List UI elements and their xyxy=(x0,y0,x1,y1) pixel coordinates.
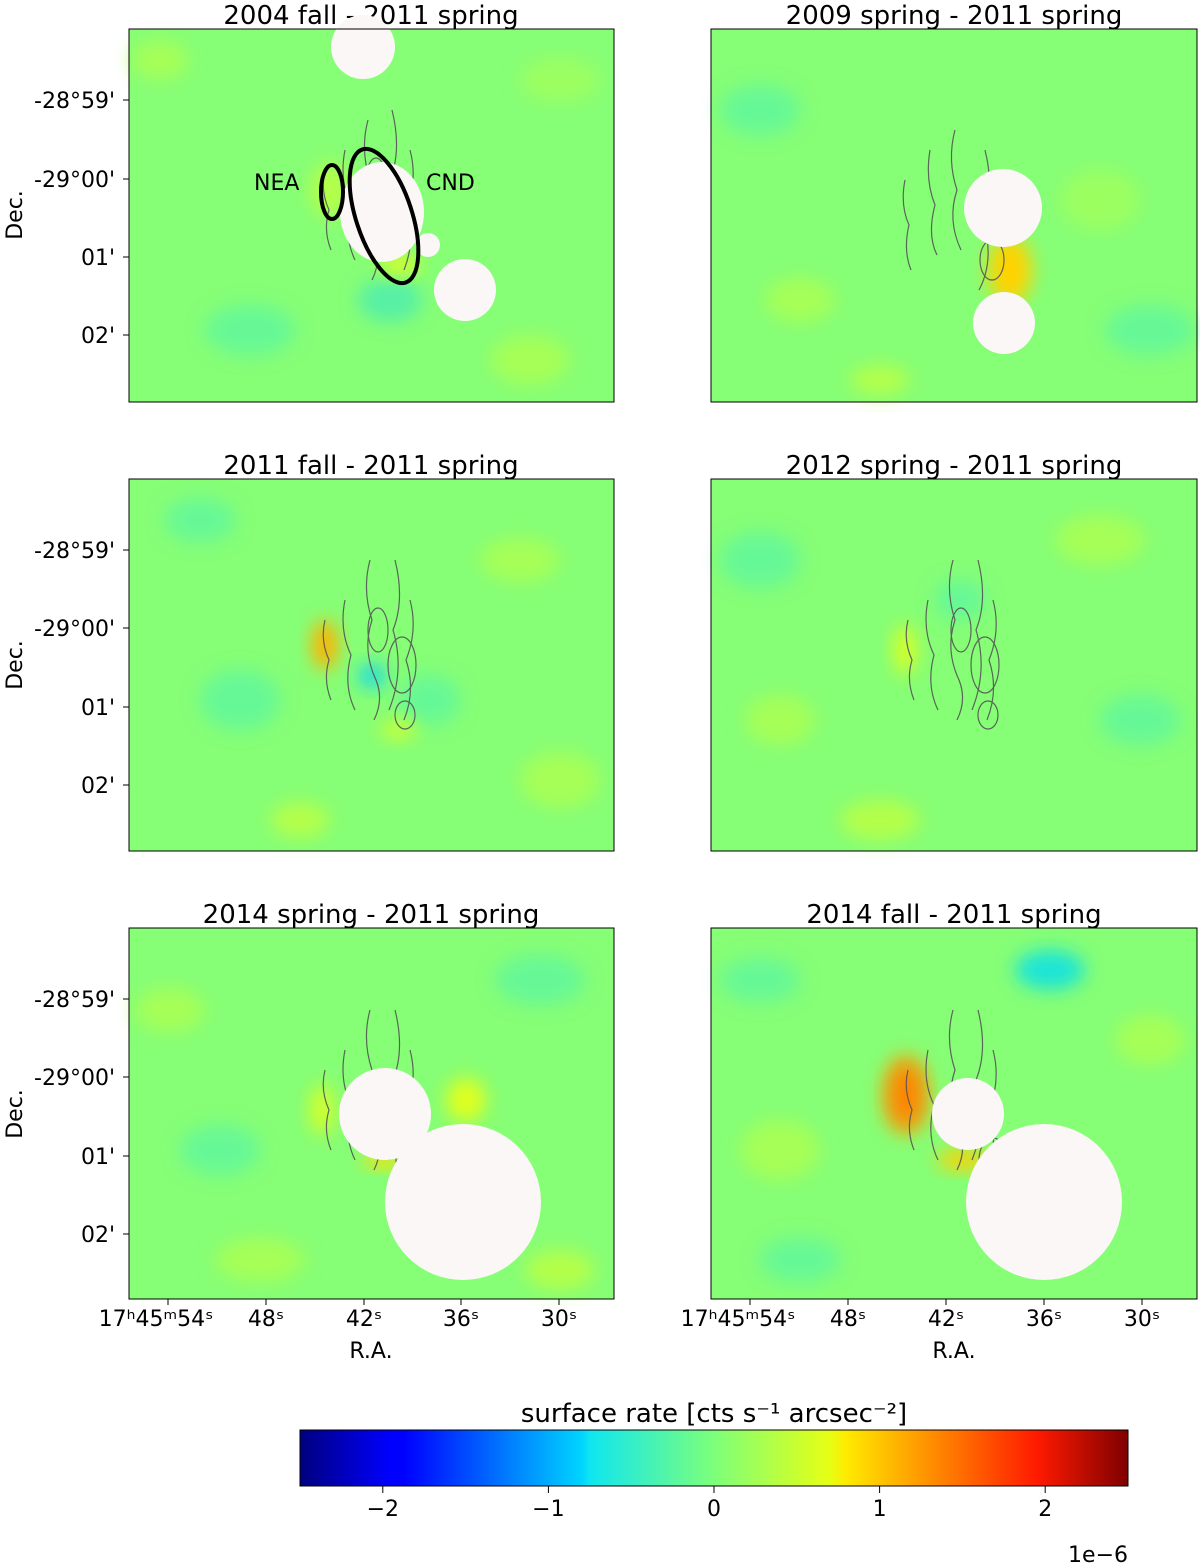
ytick-label: 01' xyxy=(81,1145,115,1170)
ytick-label: 02' xyxy=(81,1223,115,1248)
colorbar-multiplier: 1e−6 xyxy=(1068,1543,1128,1566)
panel-1-ylabel: Dec. xyxy=(3,190,28,240)
colorbar-tick-label: 1 xyxy=(873,1497,887,1522)
panel-5-xlabel: R.A. xyxy=(349,1339,392,1364)
mask-circle xyxy=(385,1124,541,1280)
panel-3-map xyxy=(128,478,615,852)
contour-overlay xyxy=(905,559,1000,730)
panel-3-title: 2011 fall - 2011 spring xyxy=(223,451,518,481)
xtick-label: 48ˢ xyxy=(830,1307,866,1332)
panel-4-title: 2012 spring - 2011 spring xyxy=(786,451,1123,481)
panel-5-ylabel: Dec. xyxy=(3,1089,28,1139)
mask-circle xyxy=(416,233,440,257)
xtick-label: 42ˢ xyxy=(928,1307,964,1332)
hotspot-east xyxy=(446,1078,486,1122)
ytick-label: 02' xyxy=(81,324,115,349)
panel-1: 2004 fall - 2011 spring xyxy=(3,1,615,403)
panel-4-map xyxy=(710,478,1198,852)
hotspot-nea xyxy=(310,1085,334,1135)
ytick-label: -29°00' xyxy=(34,617,115,642)
xtick-label: 17ʰ45ᵐ54ˢ xyxy=(681,1307,796,1332)
coldspot-center xyxy=(358,664,386,688)
cnd-label: CND xyxy=(426,171,475,196)
panel-3: 2011 fall - 2011 spring xyxy=(3,451,615,852)
xtick-label: 42ˢ xyxy=(346,1307,382,1332)
colorbar-tick-label: −1 xyxy=(532,1497,564,1522)
panel-4: 2012 spring - 2011 spring xyxy=(710,451,1198,852)
panel-2-title: 2009 spring - 2011 spring xyxy=(786,1,1123,31)
contour-overlay xyxy=(322,559,417,730)
cnd-ellipse xyxy=(347,146,421,286)
colorbar-tick-label: −2 xyxy=(367,1497,399,1522)
ytick-label: 01' xyxy=(81,696,115,721)
panel-6: 2014 fall - 2011 spring xyxy=(681,900,1198,1364)
xtick-label: 48ˢ xyxy=(248,1307,284,1332)
mask-circle xyxy=(966,1124,1122,1280)
hotspot-south xyxy=(988,236,1032,304)
ytick-label: -29°00' xyxy=(34,1066,115,1091)
panel-6-map xyxy=(710,927,1198,1300)
xtick-label: 30ˢ xyxy=(541,1307,577,1332)
panel-5-title: 2014 spring - 2011 spring xyxy=(203,900,540,930)
xtick-label: 17ʰ45ᵐ54ˢ xyxy=(99,1307,214,1332)
xtick-label: 30ˢ xyxy=(1124,1307,1160,1332)
ytick-label: 02' xyxy=(81,774,115,799)
panel-5: 2014 spring - 2011 spring xyxy=(3,900,615,1364)
panel-2: 2009 spring - 2011 spring xyxy=(710,1,1198,403)
panel-2-map xyxy=(710,28,1198,403)
mask-circle xyxy=(932,1078,1004,1150)
ytick-label: -28°59' xyxy=(34,89,115,114)
mask-circle xyxy=(339,1068,431,1160)
mask-circle xyxy=(434,259,496,321)
colorbar-gradient xyxy=(299,1429,1129,1487)
mask-circle xyxy=(964,169,1042,247)
mask-circle xyxy=(331,15,395,79)
colorbar-tick-label: 2 xyxy=(1038,1497,1052,1522)
mask-circle xyxy=(973,292,1035,354)
panel-1-map: NEA CND xyxy=(128,15,615,403)
ytick-label: -28°59' xyxy=(34,539,115,564)
ytick-label: -29°00' xyxy=(34,168,115,193)
panel-5-map xyxy=(128,927,615,1300)
colorbar: surface rate [cts s⁻¹ arcsec⁻²] −2 −1 0 1 2 … xyxy=(299,1399,1129,1566)
ytick-label: 01' xyxy=(81,246,115,271)
panel-6-title: 2014 fall - 2011 spring xyxy=(806,900,1101,930)
ytick-label: -28°59' xyxy=(34,988,115,1013)
xtick-label: 36ˢ xyxy=(443,1307,479,1332)
panel-6-xlabel: R.A. xyxy=(932,1339,975,1364)
hotspot-nea xyxy=(312,620,338,670)
colorbar-tick-label: 0 xyxy=(707,1497,721,1522)
hotspot-nea xyxy=(893,625,917,675)
xtick-label: 36ˢ xyxy=(1026,1307,1062,1332)
colorbar-label: surface rate [cts s⁻¹ arcsec⁻²] xyxy=(521,1399,907,1429)
nea-label: NEA xyxy=(254,171,299,196)
panel-3-ylabel: Dec. xyxy=(3,640,28,690)
nea-ellipse xyxy=(319,163,345,221)
